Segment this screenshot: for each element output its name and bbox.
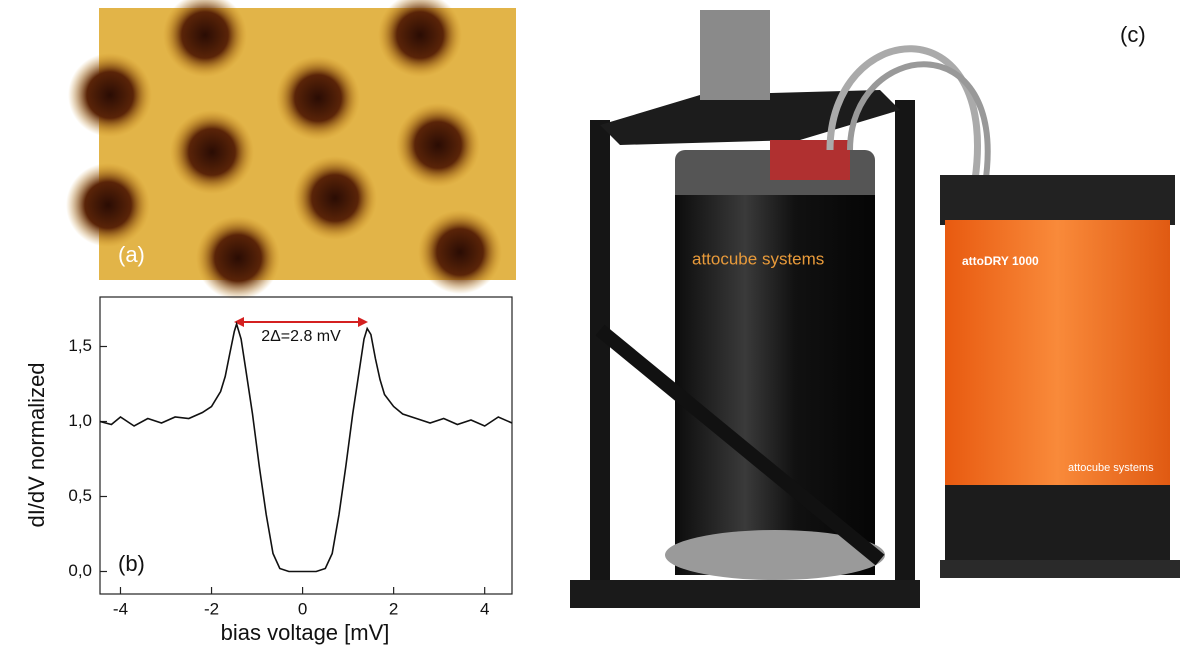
x-axis-label: bias voltage [mV] [221,620,390,645]
panel-label: (c) [1120,22,1146,47]
arrow-head [234,317,244,327]
y-tick-label: 0,0 [68,561,92,580]
arrow-head [358,317,368,327]
y-tick-label: 1,0 [68,411,92,430]
x-tick-label: 4 [480,599,489,618]
model-label: attoDRY 1000 [962,254,1039,268]
y-axis-label: dI/dV normalized [24,362,49,527]
x-tick-label: 2 [389,599,398,618]
y-tick-label: 0,5 [68,486,92,505]
stm-image: (a) [66,0,516,300]
y-tick-label: 1,5 [68,336,92,355]
panel-label: (a) [118,242,145,267]
brand-label: attocube systems [1068,462,1154,474]
system-photo: attocube systems attoDRY 1000 attocube s… [570,10,1180,608]
chart: 2Δ=2.8 mV (b) bias voltage [mV] dI/dV no… [24,296,513,645]
x-tick-label: -2 [204,599,219,618]
brand-label: attocube systems [692,249,824,268]
annotation: 2Δ=2.8 mV [261,328,341,345]
x-tick-label: -4 [113,599,128,618]
plot-frame [99,296,513,595]
data-line [99,321,513,573]
panel-label: (b) [118,551,145,576]
x-tick-label: 0 [298,599,307,618]
